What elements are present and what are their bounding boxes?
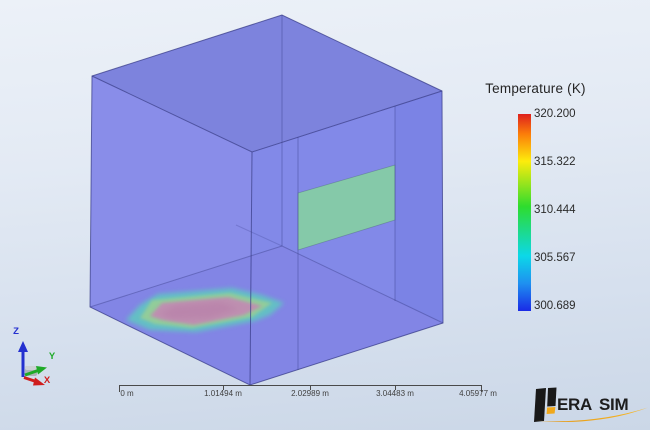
scale-label: 3.04483 m [376,389,414,398]
pera-sim-logo-graphic [534,387,648,422]
logo-p-accent [546,407,556,414]
pera-sim-logo: ERA SIM [528,384,650,428]
colorbar-title: Temperature (K) [485,81,586,96]
axis-y-label: Y [48,351,56,362]
colorbar-label: 315.322 [534,156,576,168]
colorbar-gradient [518,114,531,311]
axis-x-arrow [23,376,37,383]
axis-x-label: X [43,375,51,386]
scale-label: 0 m [120,389,134,398]
axis-triad[interactable] [18,341,47,386]
axis-y-arrowhead [36,366,47,375]
axis-x-arrowhead [33,377,45,386]
axis-z-label: Z [13,326,19,337]
scale-label: 1.01494 m [204,389,242,398]
scale-bar [119,385,482,392]
cube-top-face [92,15,442,152]
cube-interior-edges [89,15,444,370]
logo-p-slab-left [534,388,546,422]
logo-wordmark: ERA SIM [557,395,629,415]
cube-right-band [395,91,443,323]
logo-era-text: ERA [557,395,592,414]
axis-z-arrowhead [18,341,28,352]
axis-y-arrow [24,369,39,377]
scale-label: 2.02989 m [291,389,329,398]
colorbar-label: 300.689 [534,300,576,312]
vent-panel [297,164,396,251]
logo-p-slab-right [547,387,557,407]
colorbar-label: 310.444 [534,204,576,216]
colorbar-label: 305.567 [534,252,576,264]
heat-patch [126,288,284,332]
colorbar-label: 320.200 [534,108,576,120]
logo-sim-text: SIM [599,395,629,414]
simulation-cube [90,15,443,385]
axis-origin-top [25,366,37,370]
scale-label: 4.05977 m [459,389,497,398]
